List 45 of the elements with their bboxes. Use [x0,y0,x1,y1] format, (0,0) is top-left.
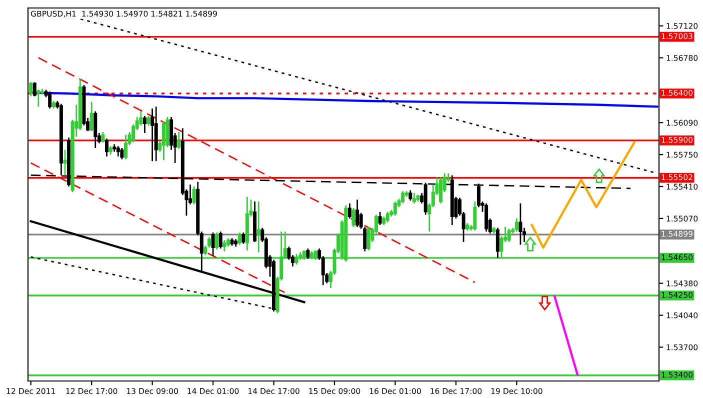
candlestick [63,149,67,176]
candlestick [378,211,382,226]
candlestick [139,110,143,126]
candlestick [142,115,146,134]
candlestick [29,82,33,98]
candlestick [48,90,52,110]
candlestick [473,200,477,232]
candlestick [518,202,522,246]
candlestick [507,228,511,243]
candlestick [242,232,246,245]
candlestick [162,120,166,161]
candlestick [484,202,488,232]
candlestick [146,115,150,126]
candlestick [306,248,310,260]
candlestick [222,239,226,252]
candlestick [366,226,370,252]
candlestick [94,110,98,149]
candlestick [215,232,219,250]
line-series [530,141,636,249]
candlestick [105,138,109,158]
candlestick [386,211,390,223]
candlestick [150,108,154,162]
candlestick [439,176,443,204]
candlestick [496,227,500,259]
candlestick [177,131,181,150]
candlestick [348,202,352,220]
candlestick [124,134,128,160]
candlestick [101,131,105,144]
candlestick [356,198,360,228]
candlestick [514,218,518,232]
candlestick [192,186,196,206]
candlestick [120,147,124,160]
candlestick [352,207,356,228]
candlestick [218,230,222,250]
candlestick [393,200,397,216]
candlestick [116,145,120,158]
candlestick [211,232,215,257]
candlestick [238,232,242,246]
candlestick [256,200,260,253]
candlestick [32,82,36,98]
candlestick [36,89,40,108]
candlestick [412,192,416,204]
candlestick [90,101,94,132]
candlestick [401,190,405,204]
candlestick [408,190,412,202]
